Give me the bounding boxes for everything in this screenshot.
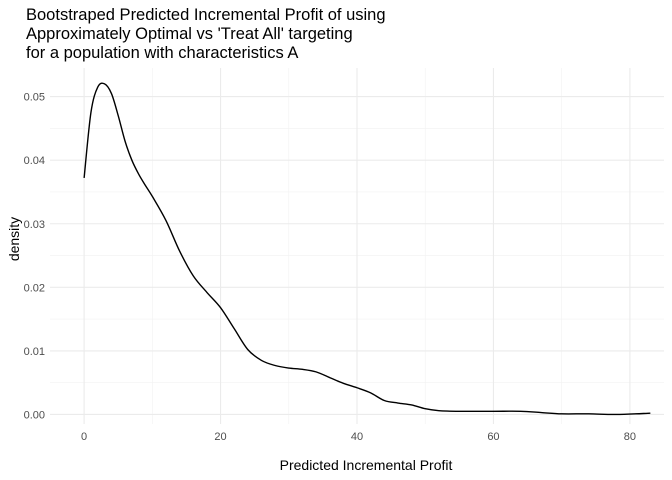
x-tick-label: 80 [624, 431, 636, 443]
y-axis-title: density [6, 217, 22, 261]
major-gridlines [50, 68, 664, 424]
x-tick-label: 40 [351, 431, 363, 443]
y-tick-label: 0.03 [24, 219, 45, 231]
x-tick-label: 0 [81, 431, 87, 443]
x-axis-title: Predicted Incremental Profit [280, 457, 453, 473]
density-line [84, 83, 650, 414]
y-tick-labels: 0.00 0.01 0.02 0.03 0.04 0.05 [24, 92, 45, 422]
x-tick-labels: 0 20 40 60 80 [81, 431, 636, 443]
series-layer [84, 83, 650, 414]
y-tick-label: 0.01 [24, 346, 45, 358]
y-tick-label: 0.02 [24, 282, 45, 294]
y-tick-label: 0.00 [24, 409, 45, 421]
x-tick-label: 20 [214, 431, 226, 443]
y-tick-label: 0.04 [24, 155, 45, 167]
y-tick-label: 0.05 [24, 92, 45, 104]
x-tick-label: 60 [487, 431, 499, 443]
